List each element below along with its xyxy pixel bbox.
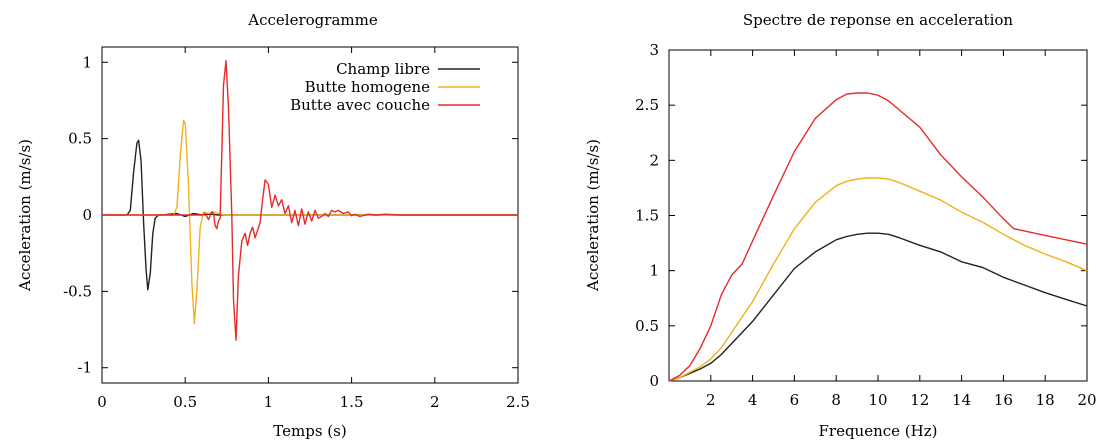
chart-title: Accelerogramme (247, 11, 378, 29)
x-tick-label: 0 (97, 393, 107, 411)
panel-accelerogram: Accelerogramme 0 0.5 1 1.5 2 2.5 -1 -0.5 0 0.5 1 T… (16, 11, 530, 440)
y-tick-label: 0 (82, 206, 92, 224)
series-line-1 (102, 119, 518, 325)
series-line-1 (668, 177, 1088, 382)
y-tick-label: -1 (77, 359, 92, 377)
axis-ticks: 2 4 6 8 10 12 14 16 18 20 0 0.5 1 1.5 2 2.5 3 (635, 41, 1096, 409)
x-tick-label: 2 (706, 391, 716, 409)
series-line-0 (102, 139, 518, 291)
x-tick-label: 20 (1077, 391, 1096, 409)
series-line-0 (668, 232, 1088, 382)
legend-label-butte-avec-couche: Butte avec couche (290, 96, 430, 114)
legend: Champ libre Butte homogene Butte avec co… (290, 60, 480, 114)
x-tick-label: 1.5 (340, 393, 364, 411)
y-tick-label: 2 (649, 151, 659, 169)
series-line-2 (668, 92, 1088, 382)
axis-ticks: 0 0.5 1 1.5 2 2.5 -1 -0.5 0 0.5 1 (63, 47, 530, 411)
x-tick-label: 1 (264, 393, 274, 411)
x-tick-label: 2 (430, 393, 440, 411)
x-tick-label: 6 (790, 391, 800, 409)
y-axis-label: Acceleration (m/s/s) (584, 139, 602, 292)
y-tick-label: 0.5 (68, 130, 92, 148)
series-line-2 (102, 60, 518, 341)
y-tick-label: 1 (649, 262, 659, 280)
series-lines (668, 92, 1088, 382)
x-tick-label: 8 (831, 391, 841, 409)
x-tick-label: 10 (868, 391, 887, 409)
x-tick-label: 2.5 (506, 393, 530, 411)
x-axis-label: Temps (s) (273, 422, 346, 440)
y-tick-label: -0.5 (63, 282, 92, 300)
y-tick-label: 1 (82, 53, 92, 71)
x-tick-label: 0.5 (173, 393, 197, 411)
legend-label-champ-libre: Champ libre (336, 60, 430, 78)
y-axis-label: Acceleration (m/s/s) (16, 139, 34, 292)
panel-response-spectrum: Spectre de reponse en acceleration 2 4 6 8 1… (584, 11, 1097, 440)
legend-label-butte-homogene: Butte homogene (305, 78, 430, 96)
x-tick-label: 18 (1036, 391, 1055, 409)
x-tick-label: 16 (994, 391, 1013, 409)
y-tick-label: 1.5 (635, 207, 659, 225)
series-lines (102, 60, 518, 341)
x-tick-label: 4 (748, 391, 758, 409)
x-axis-label: Frequence (Hz) (819, 422, 938, 440)
y-tick-label: 3 (649, 41, 659, 59)
y-tick-label: 0 (649, 372, 659, 390)
chart-title: Spectre de reponse en acceleration (743, 11, 1014, 29)
x-tick-label: 12 (910, 391, 929, 409)
y-tick-label: 0.5 (635, 317, 659, 335)
y-tick-label: 2.5 (635, 96, 659, 114)
x-tick-label: 14 (952, 391, 971, 409)
